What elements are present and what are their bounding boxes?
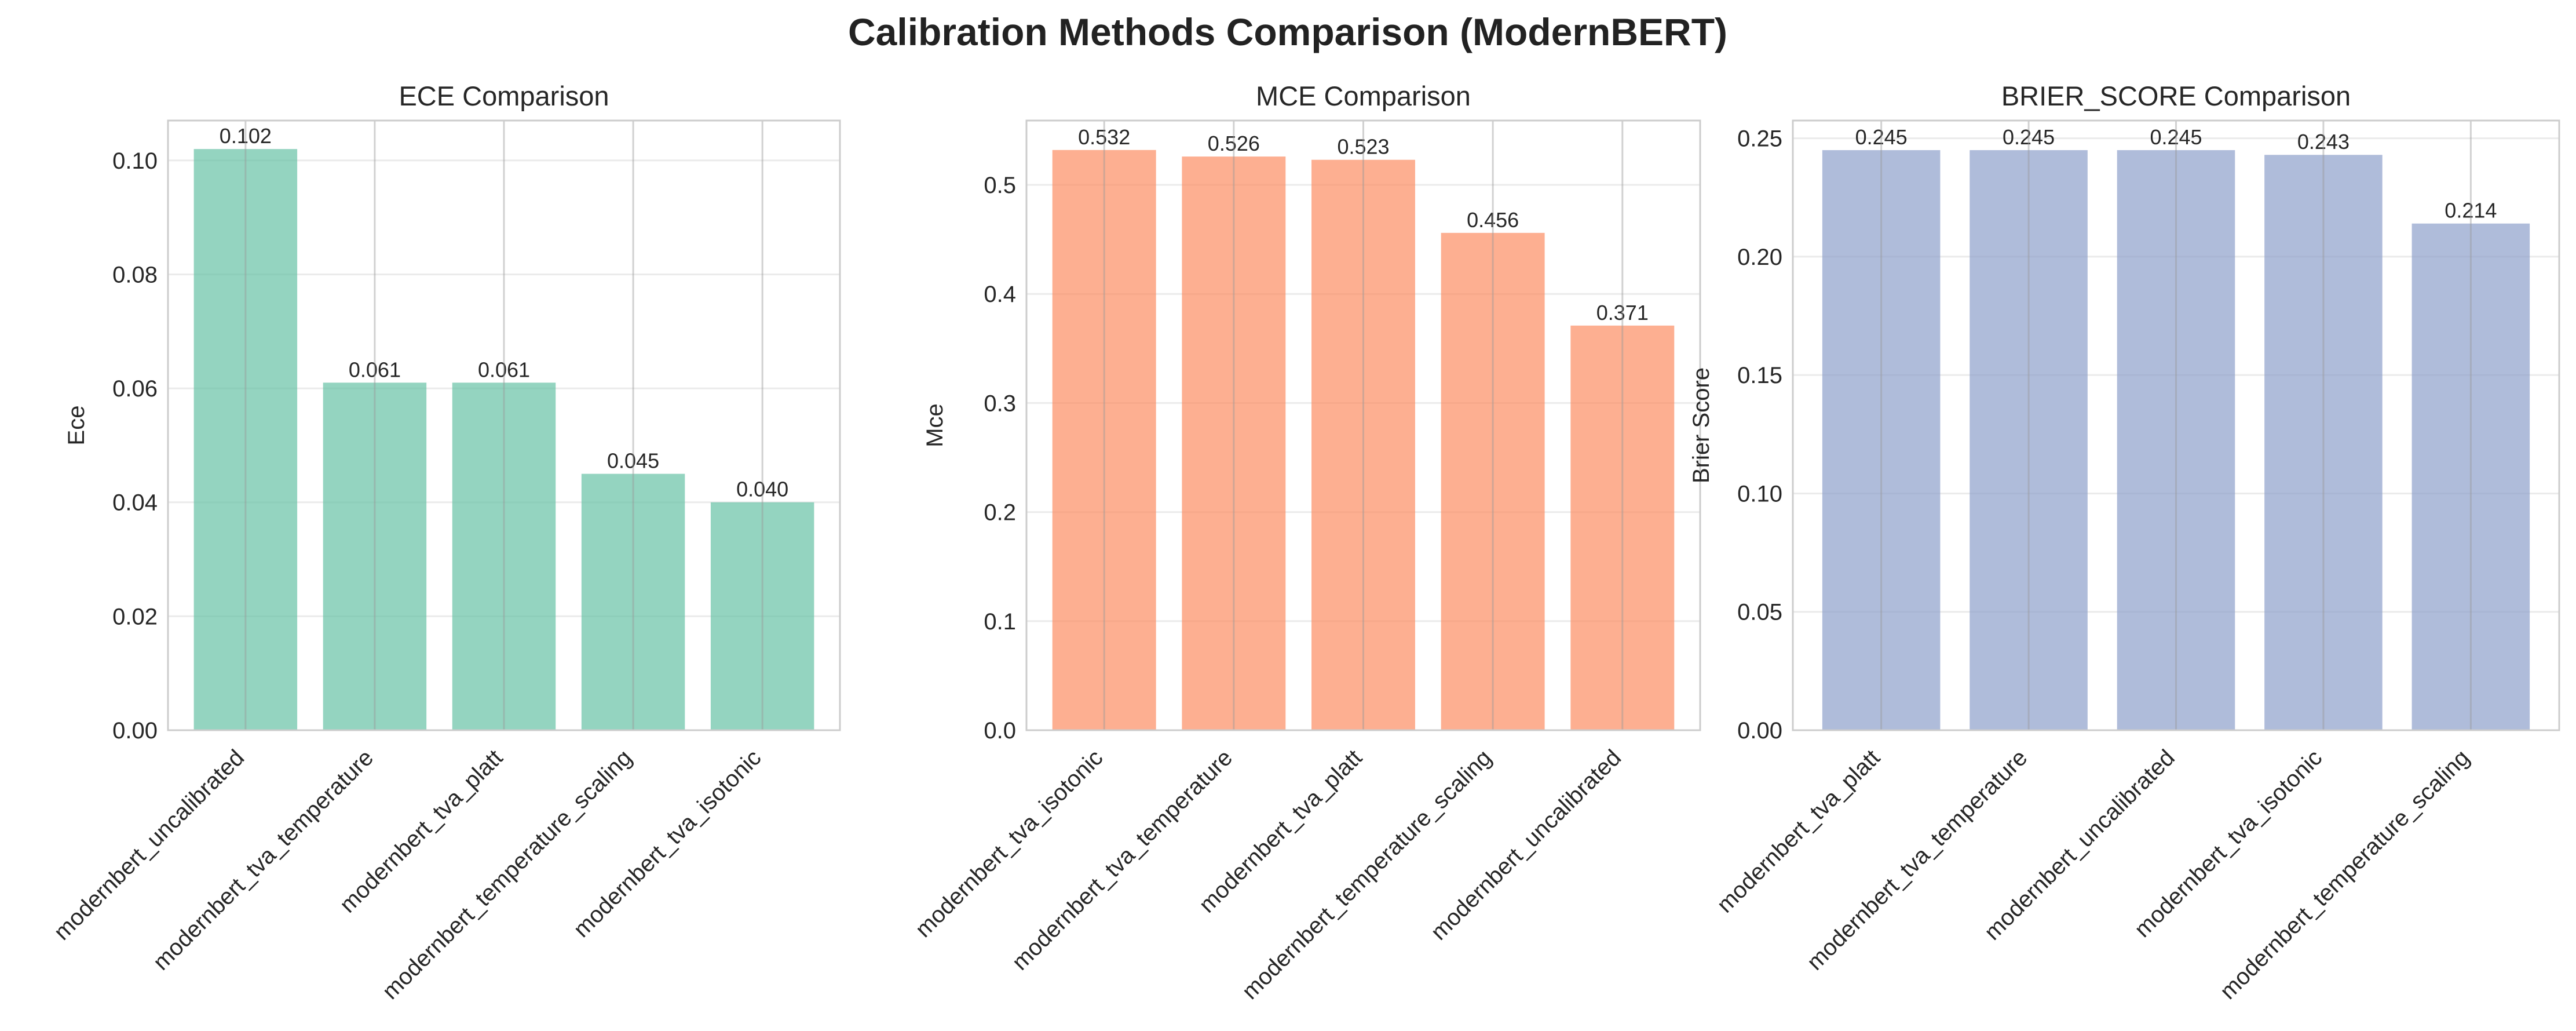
y-tick-label: 0.06 [112,376,158,402]
y-tick-label: 0.15 [1737,363,1782,388]
chart-panel-2: 0.0 0.1 0.2 0.3 0.4 0.5 0.532 0.526 0.523 0.456 0.… [911,81,1701,1004]
y-tick-label: 0.05 [1737,600,1782,625]
y-tick-label: 0.00 [1737,718,1782,744]
bar [452,382,556,730]
bar [1822,150,1941,730]
bar [1052,150,1156,731]
bar-value-label: 0.061 [349,358,401,381]
y-tick-label: 0.20 [1737,245,1782,270]
y-axis-label: Mce [922,403,948,447]
figure-title: Calibration Methods Comparison (ModernBE… [848,10,1727,53]
bar [1970,150,2088,730]
bar-value-label: 0.245 [2003,125,2055,149]
y-tick-label: 0.10 [1737,481,1782,507]
y-tick-label: 0.10 [112,148,158,174]
bar-value-label: 0.243 [2297,130,2350,154]
bar-value-label: 0.371 [1596,301,1649,325]
plot-frame [167,119,841,731]
bar [2411,223,2530,730]
bar [1570,325,1675,730]
y-tick-label: 0.04 [112,490,158,516]
bar-value-label: 0.526 [1208,132,1260,155]
y-tick-label: 0.00 [112,718,158,744]
y-tick-label: 0.3 [984,391,1016,416]
y-tick-label: 0.25 [1737,126,1782,152]
bar [581,473,685,730]
y-tick-label: 0.02 [112,604,158,629]
plot-frame [1792,119,2560,731]
y-tick-label: 0.1 [984,609,1016,635]
bar [1311,159,1415,731]
plot-frame [1025,119,1701,731]
panel-title: ECE Comparison [399,81,609,111]
bar-value-label: 0.214 [2445,199,2497,223]
bar-value-label: 0.532 [1078,125,1130,149]
chart-panel-1: 0.00 0.02 0.04 0.06 0.08 0.10 0.102 0.061 0.061 0… [49,81,841,1004]
bar-value-label: 0.045 [607,449,659,473]
bar-value-label: 0.456 [1467,208,1519,232]
y-tick-label: 0.5 [984,173,1016,198]
bar [2264,155,2383,730]
bar [193,149,298,730]
bar [1182,156,1286,730]
bar-value-label: 0.102 [220,124,272,148]
bar-value-label: 0.245 [1855,125,1908,149]
panel-title: MCE Comparison [1256,81,1471,111]
y-axis-label: Brier Score [1689,367,1714,483]
bar-value-label: 0.523 [1337,135,1389,159]
bar [323,382,427,730]
y-tick-label: 0.2 [984,500,1016,526]
y-tick-label: 0.0 [984,718,1016,744]
y-tick-label: 0.08 [112,262,158,287]
bar-value-label: 0.245 [2150,125,2202,149]
y-axis-label: Ece [64,406,89,446]
bar-value-label: 0.061 [478,358,530,381]
panel-title: BRIER_SCORE Comparison [2001,81,2351,111]
bar [710,502,814,730]
bar [2117,150,2235,730]
y-tick-label: 0.4 [984,282,1016,307]
bar-value-label: 0.040 [736,478,788,501]
bar [1441,232,1545,730]
